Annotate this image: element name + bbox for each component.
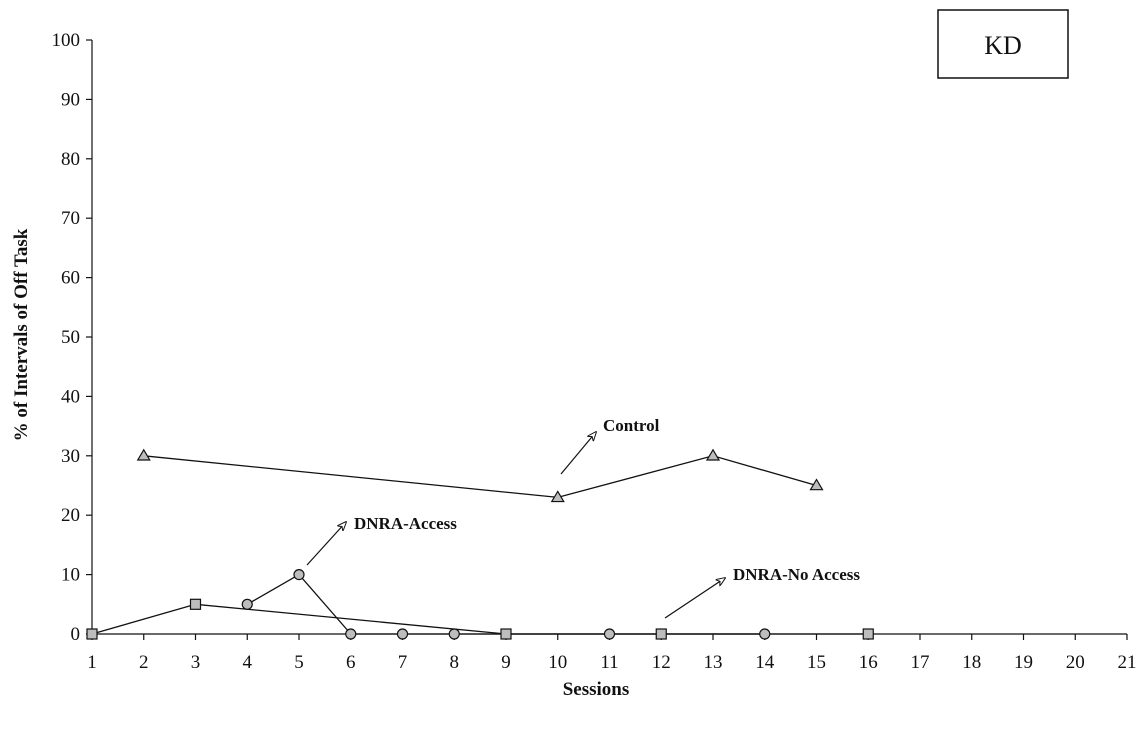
y-axis-ticks: 0 10 20 30 40 50 60 70 80 90 100 <box>52 30 92 645</box>
annotation-dnra-access-arrow <box>306 522 346 566</box>
x-tick-label: 16 <box>859 652 878 673</box>
point-dnra-no-access <box>655 628 667 640</box>
y-tick-label: 100 <box>52 30 81 51</box>
y-tick-label: 70 <box>61 208 80 229</box>
point-dnra-access <box>345 628 357 640</box>
point-control <box>705 448 721 461</box>
annotation-control-arrow <box>560 432 596 475</box>
y-tick-label: 90 <box>61 89 80 110</box>
y-tick-label: 0 <box>71 624 81 645</box>
point-control <box>136 448 151 461</box>
x-tick-label: 12 <box>652 652 671 673</box>
x-tick-label: 19 <box>1014 652 1033 673</box>
x-tick-label: 11 <box>600 652 618 673</box>
point-dnra-access <box>448 628 460 640</box>
point-control <box>550 490 565 503</box>
point-dnra-access <box>293 568 305 581</box>
x-tick-label: 6 <box>346 652 356 673</box>
y-tick-label: 10 <box>61 565 80 586</box>
x-tick-label: 8 <box>450 652 460 673</box>
x-tick-label: 4 <box>243 652 253 673</box>
x-tick-label: 15 <box>807 652 826 673</box>
annotation-dnra-no-access-arrow <box>664 578 725 619</box>
y-tick-label: 40 <box>61 386 80 407</box>
x-tick-label: 18 <box>962 652 981 673</box>
participant-badge-label: KD <box>984 31 1022 60</box>
point-dnra-no-access <box>86 628 98 640</box>
x-tick-label: 21 <box>1118 652 1137 673</box>
point-dnra-access <box>759 628 771 640</box>
annotation-dnra-access-label: DNRA-Access <box>354 514 457 533</box>
x-tick-label: 14 <box>755 652 775 673</box>
point-control <box>809 478 824 491</box>
x-tick-label: 5 <box>294 652 304 673</box>
x-axis-ticks: 1 2 3 4 5 6 7 8 9 10 11 12 13 14 15 16 17 18 19 20 21 <box>87 634 1137 673</box>
x-tick-label: 3 <box>191 652 201 673</box>
x-tick-label: 13 <box>704 652 723 673</box>
annotation-dnra-access: DNRA-Access <box>306 514 457 566</box>
x-tick-label: 2 <box>139 652 149 673</box>
y-tick-label: 30 <box>61 446 80 467</box>
point-dnra-no-access <box>189 598 202 610</box>
x-tick-label: 1 <box>87 652 97 673</box>
point-dnra-no-access <box>862 628 874 640</box>
series-lines <box>91 455 869 635</box>
series-line-dnra-access <box>246 573 765 635</box>
point-dnra-access <box>396 628 409 640</box>
y-tick-label: 50 <box>61 327 80 348</box>
y-tick-label: 20 <box>61 505 80 526</box>
series-line-dnra-no-access <box>91 603 869 635</box>
annotation-control: Control <box>560 416 660 475</box>
participant-badge-box <box>937 9 1069 79</box>
annotation-control-label: Control <box>603 416 660 435</box>
annotation-dnra-no-access-label: DNRA-No Access <box>733 565 860 584</box>
x-tick-label: 9 <box>501 652 511 673</box>
point-dnra-access <box>241 598 253 610</box>
y-tick-label: 80 <box>61 149 80 170</box>
x-axis-title: Sessions <box>563 679 630 700</box>
series-line-control <box>143 455 817 499</box>
point-dnra-no-access <box>500 628 512 640</box>
x-tick-label: 10 <box>548 652 567 673</box>
x-tick-label: 17 <box>911 652 930 673</box>
y-tick-label: 60 <box>61 268 80 289</box>
x-tick-label: 7 <box>398 652 408 673</box>
x-tick-label: 20 <box>1066 652 1085 673</box>
point-dnra-access <box>603 628 616 640</box>
y-axis-title: % of Intervals of Off Task <box>11 228 32 441</box>
annotation-dnra-no-access: DNRA-No Access <box>664 565 860 619</box>
series-markers <box>86 448 874 640</box>
